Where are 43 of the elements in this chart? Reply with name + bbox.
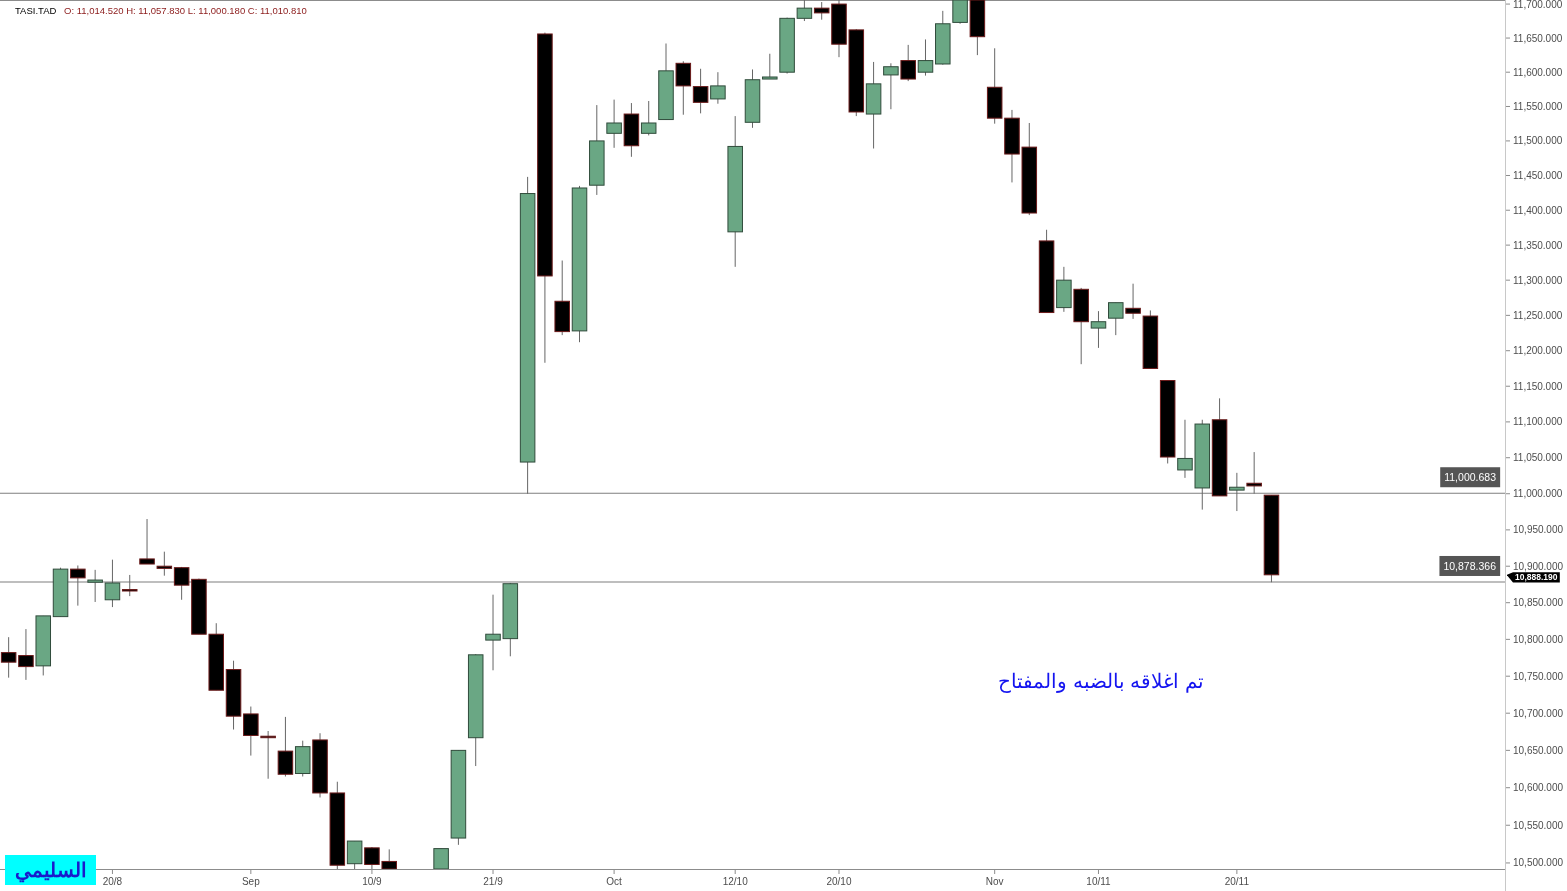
y-tick-label: 11,300.000 (1513, 274, 1563, 286)
price-tag: 10,888.190 (1507, 572, 1560, 583)
y-tick-label: 11,150.000 (1513, 380, 1563, 392)
y-tick-label: 11,450.000 (1513, 170, 1563, 181)
annotation-badge: السليمي (5, 855, 96, 885)
x-tick-label: Oct (606, 875, 622, 887)
y-tick-label: 10,700.000 (1513, 707, 1564, 719)
y-tick-label: 10,650.000 (1513, 744, 1564, 756)
x-tick-label: 21/9 (483, 875, 503, 887)
y-tick-label: 11,350.000 (1513, 239, 1563, 251)
subtitle: O: 11,014.520 H: 11,057.830 L: 11,000.180 C: 11,010.810 (64, 4, 307, 16)
y-tick-label: 11,600.000 (1513, 66, 1563, 78)
y-tick-label: 11,500.000 (1513, 135, 1563, 147)
x-tick-label: 10/11 (1086, 875, 1111, 887)
x-tick-label: 10/9 (362, 875, 382, 887)
annotation: تم اغلاقه بالضبه والمفتاح (998, 670, 1204, 692)
y-tick-label: 11,100.000 (1513, 416, 1563, 428)
annotation: السليمي (14, 859, 87, 883)
title: TASI.TAD (15, 4, 57, 16)
y-tick-label: 10,900.000 (1513, 560, 1564, 572)
x-tick-label: 12/10 (722, 875, 748, 887)
x-tick-label: Sep (241, 875, 260, 887)
y-tick-label: 11,650.000 (1513, 32, 1563, 44)
y-tick-label: 11,000.000 (1513, 488, 1563, 500)
x-tick-label: 20/10 (826, 875, 852, 887)
y-tick-label: 11,050.000 (1513, 452, 1563, 464)
y-tick-label: 10,950.000 (1513, 524, 1564, 536)
ref-line-label: 10,878.366 (1439, 556, 1501, 576)
y-tick-label: 11,200.000 (1513, 345, 1563, 357)
y-tick-label: 10,600.000 (1513, 782, 1564, 794)
y-tick-label: 10,550.000 (1513, 819, 1564, 831)
y-tick-label: 10,800.000 (1513, 633, 1564, 645)
y-tick-label: 10,850.000 (1513, 597, 1564, 609)
x-tick-label: 20/8 (102, 875, 123, 887)
ref-line-label: 11,000.683 (1440, 467, 1501, 488)
y-tick-label: 10,750.000 (1513, 670, 1564, 682)
y-tick-label: 11,700.000 (1513, 0, 1563, 10)
y-tick-label: 11,550.000 (1513, 101, 1563, 112)
y-tick-label: 10,500.000 (1513, 857, 1564, 869)
x-tick-label: Nov (985, 875, 1004, 887)
y-tick-label: 11,400.000 (1513, 204, 1563, 216)
y-tick-label: 11,250.000 (1513, 309, 1563, 321)
x-tick-label: 20/11 (1224, 875, 1249, 887)
